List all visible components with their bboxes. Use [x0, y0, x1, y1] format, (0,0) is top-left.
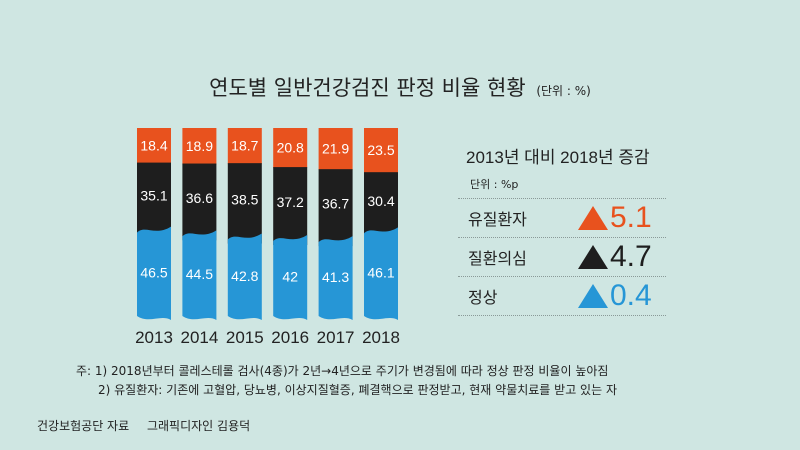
bar-segment-정상-2017: [318, 236, 353, 320]
bar-segment-질환의심-2017: [318, 169, 353, 247]
footnote-2: 2) 유질환자: 기존에 고혈압, 당뇨병, 이상지질혈증, 폐결핵으로 판정받…: [98, 383, 617, 397]
data-label: 18.7: [231, 138, 258, 154]
data-label: 18.4: [140, 137, 167, 153]
bar-segment-유질환자-2018: [364, 128, 398, 174]
title-text: 연도별 일반건강검진 판정 비율 현황: [209, 76, 526, 100]
change-row-label: 질환의심: [468, 249, 527, 268]
bar-segment-질환의심-2018: [364, 172, 398, 238]
bar-segment-유질환자-2014: [182, 128, 217, 165]
change-row: 질환의심 4.7: [458, 237, 666, 276]
data-label: 21.9: [322, 141, 349, 157]
triangle-up-icon: [578, 245, 608, 269]
change-row-label: 정상: [468, 288, 498, 307]
data-label: 42.8: [231, 268, 258, 284]
change-row-value: 5.1: [610, 201, 652, 234]
bar-segment-정상-2013: [137, 226, 171, 320]
title-unit: (단위 : %): [536, 84, 591, 98]
panel-title: 2013년 대비 2018년 증감: [466, 148, 650, 167]
data-label: 38.5: [231, 191, 258, 207]
data-label: 42: [282, 269, 298, 285]
triangle-up-icon: [578, 206, 608, 230]
data-label: 46.1: [367, 265, 394, 281]
triangle-up-icon: [578, 284, 608, 308]
change-row-value: 4.7: [610, 240, 652, 273]
x-tick-label: 2017: [317, 328, 355, 347]
bar-segment-유질환자-2013: [137, 128, 171, 164]
data-label: 35.1: [140, 188, 167, 204]
panel-unit: 단위 : %p: [470, 178, 519, 191]
bar-segment-유질환자-2015: [227, 128, 262, 165]
bar-segment-정상-2016: [273, 235, 308, 320]
data-label: 36.6: [186, 190, 213, 206]
data-label: 37.2: [277, 194, 304, 210]
chart-title: 연도별 일반건강검진 판정 비율 현황 (단위 : %): [0, 72, 800, 102]
change-row-value: 0.4: [610, 279, 652, 312]
x-tick-label: 2018: [362, 328, 400, 347]
x-tick-label: 2015: [226, 328, 264, 347]
data-label: 23.5: [367, 142, 394, 158]
source-provider: 건강보험공단 자료: [37, 419, 130, 433]
bar-segment-유질환자-2016: [273, 128, 308, 169]
bar-segment-질환의심-2014: [182, 163, 217, 241]
source-designer: 그래픽디자인 김용덕: [146, 419, 251, 433]
change-panel: 2013년 대비 2018년 증감 단위 : %p 유질환자 5.1 질환의심 4.7…: [458, 143, 666, 316]
bar-segment-질환의심-2013: [137, 162, 171, 237]
data-label: 36.7: [322, 196, 349, 212]
stacked-bar-chart: 18.4 35.1 46.5 2013 18.9 36.6 44.5 2014 18.7 38.5…: [135, 128, 400, 347]
bar-segment-질환의심-2016: [273, 167, 308, 246]
data-label: 30.4: [367, 193, 394, 209]
x-tick-label: 2013: [135, 328, 173, 347]
x-tick-label: 2014: [180, 328, 218, 347]
change-row-label: 유질환자: [468, 210, 527, 229]
x-tick-label: 2016: [271, 328, 309, 347]
source-credit: 건강보험공단 자료 그래픽디자인 김용덕: [37, 417, 250, 434]
change-row: 정상 0.4: [458, 276, 666, 316]
data-label: 41.3: [322, 269, 349, 285]
change-row: 유질환자 5.1: [458, 198, 666, 237]
bar-segment-질환의심-2015: [227, 163, 262, 244]
data-label: 46.5: [140, 264, 167, 280]
footnote-1: 주: 1) 2018년부터 콜레스테롤 검사(4종)가 2년→4년으로 주기가 …: [76, 364, 609, 378]
data-label: 44.5: [186, 266, 213, 282]
bar-segment-유질환자-2017: [318, 128, 353, 171]
bar-segment-정상-2014: [182, 230, 217, 320]
bar-segment-정상-2015: [227, 233, 262, 320]
data-label: 20.8: [277, 140, 304, 156]
footnotes: 주: 1) 2018년부터 콜레스테롤 검사(4종)가 2년→4년으로 주기가 …: [76, 362, 617, 400]
data-label: 18.9: [186, 138, 213, 154]
bar-segment-정상-2018: [364, 227, 398, 320]
